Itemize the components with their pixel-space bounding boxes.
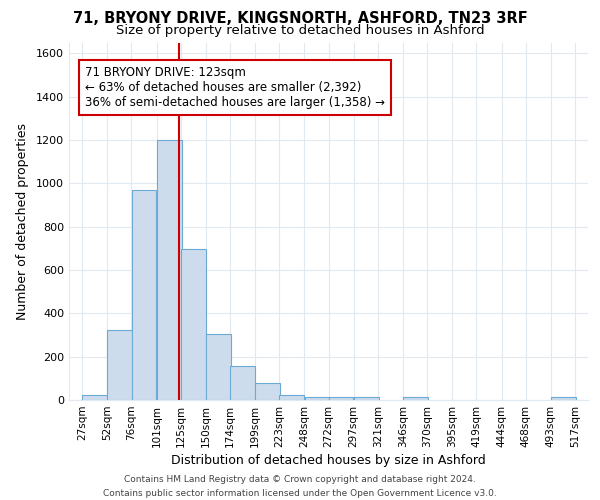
- X-axis label: Distribution of detached houses by size in Ashford: Distribution of detached houses by size …: [171, 454, 486, 467]
- Bar: [230, 366, 255, 400]
- Bar: [131, 190, 157, 400]
- Bar: [551, 397, 576, 400]
- Bar: [206, 334, 231, 400]
- Bar: [157, 140, 182, 400]
- Bar: [107, 330, 132, 400]
- Text: Contains HM Land Registry data © Crown copyright and database right 2024.
Contai: Contains HM Land Registry data © Crown c…: [103, 476, 497, 498]
- Bar: [280, 394, 304, 400]
- Bar: [82, 394, 107, 400]
- Text: 71, BRYONY DRIVE, KINGSNORTH, ASHFORD, TN23 3RF: 71, BRYONY DRIVE, KINGSNORTH, ASHFORD, T…: [73, 11, 527, 26]
- Bar: [305, 397, 329, 400]
- Bar: [403, 397, 428, 400]
- Y-axis label: Number of detached properties: Number of detached properties: [16, 122, 29, 320]
- Text: Size of property relative to detached houses in Ashford: Size of property relative to detached ho…: [116, 24, 484, 37]
- Text: 71 BRYONY DRIVE: 123sqm
← 63% of detached houses are smaller (2,392)
36% of semi: 71 BRYONY DRIVE: 123sqm ← 63% of detache…: [85, 66, 385, 110]
- Bar: [255, 382, 280, 400]
- Bar: [181, 250, 206, 400]
- Bar: [329, 397, 353, 400]
- Bar: [354, 397, 379, 400]
